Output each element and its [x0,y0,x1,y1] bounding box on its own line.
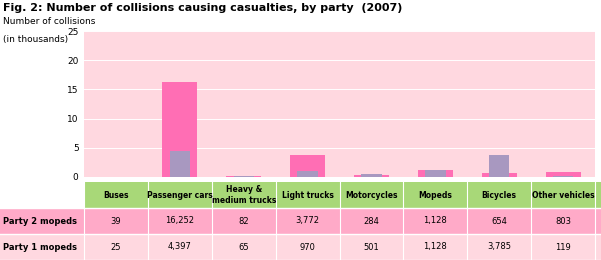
Text: Heavy &
medium trucks: Heavy & medium trucks [212,185,276,205]
Text: Passenger cars: Passenger cars [147,191,213,199]
Text: Fig. 2: Number of collisions causing casualties, by party  (2007): Fig. 2: Number of collisions causing cas… [3,3,403,12]
Text: 65: 65 [239,243,249,251]
Bar [553,176,573,177]
Text: 284: 284 [364,217,379,225]
Text: Motorcycles: Motorcycles [345,191,398,199]
Bar [297,171,318,177]
Text: 4,397: 4,397 [168,243,192,251]
Text: 82: 82 [239,217,249,225]
Text: 1,128: 1,128 [424,243,447,251]
Text: 1,128: 1,128 [424,217,447,225]
Text: 803: 803 [555,217,571,225]
Text: 39: 39 [111,217,121,225]
Bar [290,155,325,177]
Text: 119: 119 [555,243,571,251]
Bar [354,175,389,177]
Bar [418,170,453,177]
Bar [169,151,190,177]
Text: 501: 501 [364,243,379,251]
Text: 16,252: 16,252 [165,217,195,225]
Text: Number of collisions: Number of collisions [3,17,96,26]
Text: Party 2 mopeds: Party 2 mopeds [3,217,77,225]
Bar [425,170,445,177]
Text: 654: 654 [491,217,507,225]
Text: 3,785: 3,785 [487,243,511,251]
Text: 3,772: 3,772 [296,217,320,225]
Text: Buses: Buses [103,191,129,199]
Text: Mopeds: Mopeds [418,191,453,199]
Text: Bicycles: Bicycles [482,191,517,199]
Text: Light trucks: Light trucks [282,191,334,199]
Bar [481,173,517,177]
Text: (in thousands): (in thousands) [3,35,68,44]
Text: Party 1 mopeds: Party 1 mopeds [3,243,77,251]
Text: Other vehicles: Other vehicles [532,191,594,199]
Bar [489,155,510,177]
Bar [361,174,382,177]
Text: 970: 970 [300,243,316,251]
Bar [226,176,261,177]
Bar [162,82,198,177]
Bar [546,172,581,177]
Text: 25: 25 [111,243,121,251]
